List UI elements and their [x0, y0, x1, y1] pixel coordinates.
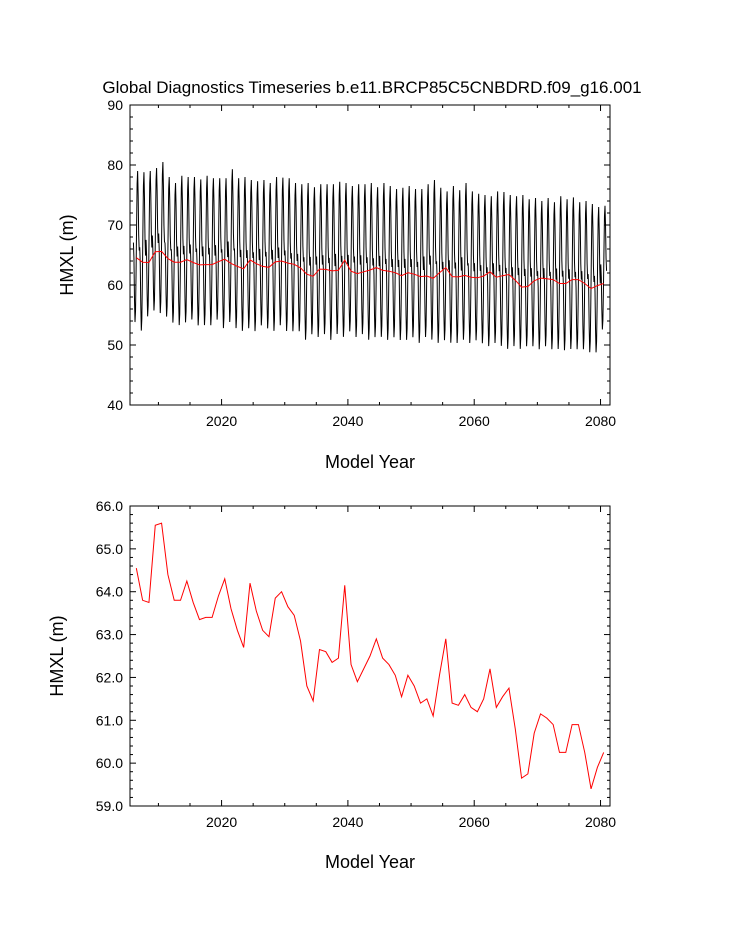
top-annual-mean-series	[136, 250, 604, 290]
top-monthly-series	[132, 161, 608, 353]
bottom-axis-ticks: 2020 2040 2060 2080 59.0 60.0 61.0 62.0 63.0 64.0…	[96, 498, 617, 830]
top-y-tick-label: 80	[107, 157, 123, 173]
bottom-y-tick-label: 61.0	[96, 712, 123, 728]
bottom-x-tick-label: 2060	[459, 814, 490, 830]
bottom-y-tick-label: 62.0	[96, 669, 123, 685]
bottom-x-axis-label: Model Year	[325, 852, 415, 872]
top-y-tick-label: 90	[107, 97, 123, 113]
top-monthly-series-line	[132, 161, 608, 353]
top-y-tick-label: 70	[107, 217, 123, 233]
top-axis-ticks: 2020 2040 2060 2080 40 50 60 70 80 90	[107, 97, 616, 429]
figure-title: Global Diagnostics Timeseries b.e11.BRCP…	[102, 78, 641, 97]
bottom-y-tick-label: 66.0	[96, 498, 123, 514]
top-plot-frame	[129, 104, 611, 406]
top-x-tick-label: 2080	[585, 413, 616, 429]
bottom-y-tick-label: 63.0	[96, 627, 123, 643]
bottom-y-tick-label: 60.0	[96, 755, 123, 771]
top-y-tick-label: 60	[107, 277, 123, 293]
top-y-tick-label: 40	[107, 397, 123, 413]
bottom-y-tick-label: 65.0	[96, 541, 123, 557]
bottom-x-tick-label: 2020	[206, 814, 237, 830]
bottom-y-tick-label: 59.0	[96, 798, 123, 814]
bottom-y-axis-label: HMXL (m)	[47, 615, 67, 696]
top-x-axis-label: Model Year	[325, 452, 415, 472]
bottom-chart: 2020 2040 2060 2080 59.0 60.0 61.0 62.0 63.0 64.0…	[47, 498, 616, 872]
bottom-annual-mean-series	[135, 522, 605, 790]
bottom-y-tick-label: 64.0	[96, 584, 123, 600]
bottom-x-tick-label: 2080	[585, 814, 616, 830]
top-y-tick-label: 50	[107, 337, 123, 353]
top-annual-mean-series-line	[136, 250, 604, 290]
bottom-annual-mean-series-line	[135, 522, 605, 790]
bottom-plot-frame	[129, 505, 611, 807]
top-y-axis-label: HMXL (m)	[57, 214, 77, 295]
top-x-tick-label: 2040	[332, 413, 363, 429]
top-x-tick-label: 2020	[206, 413, 237, 429]
bottom-x-tick-label: 2040	[332, 814, 363, 830]
top-x-tick-label: 2060	[459, 413, 490, 429]
